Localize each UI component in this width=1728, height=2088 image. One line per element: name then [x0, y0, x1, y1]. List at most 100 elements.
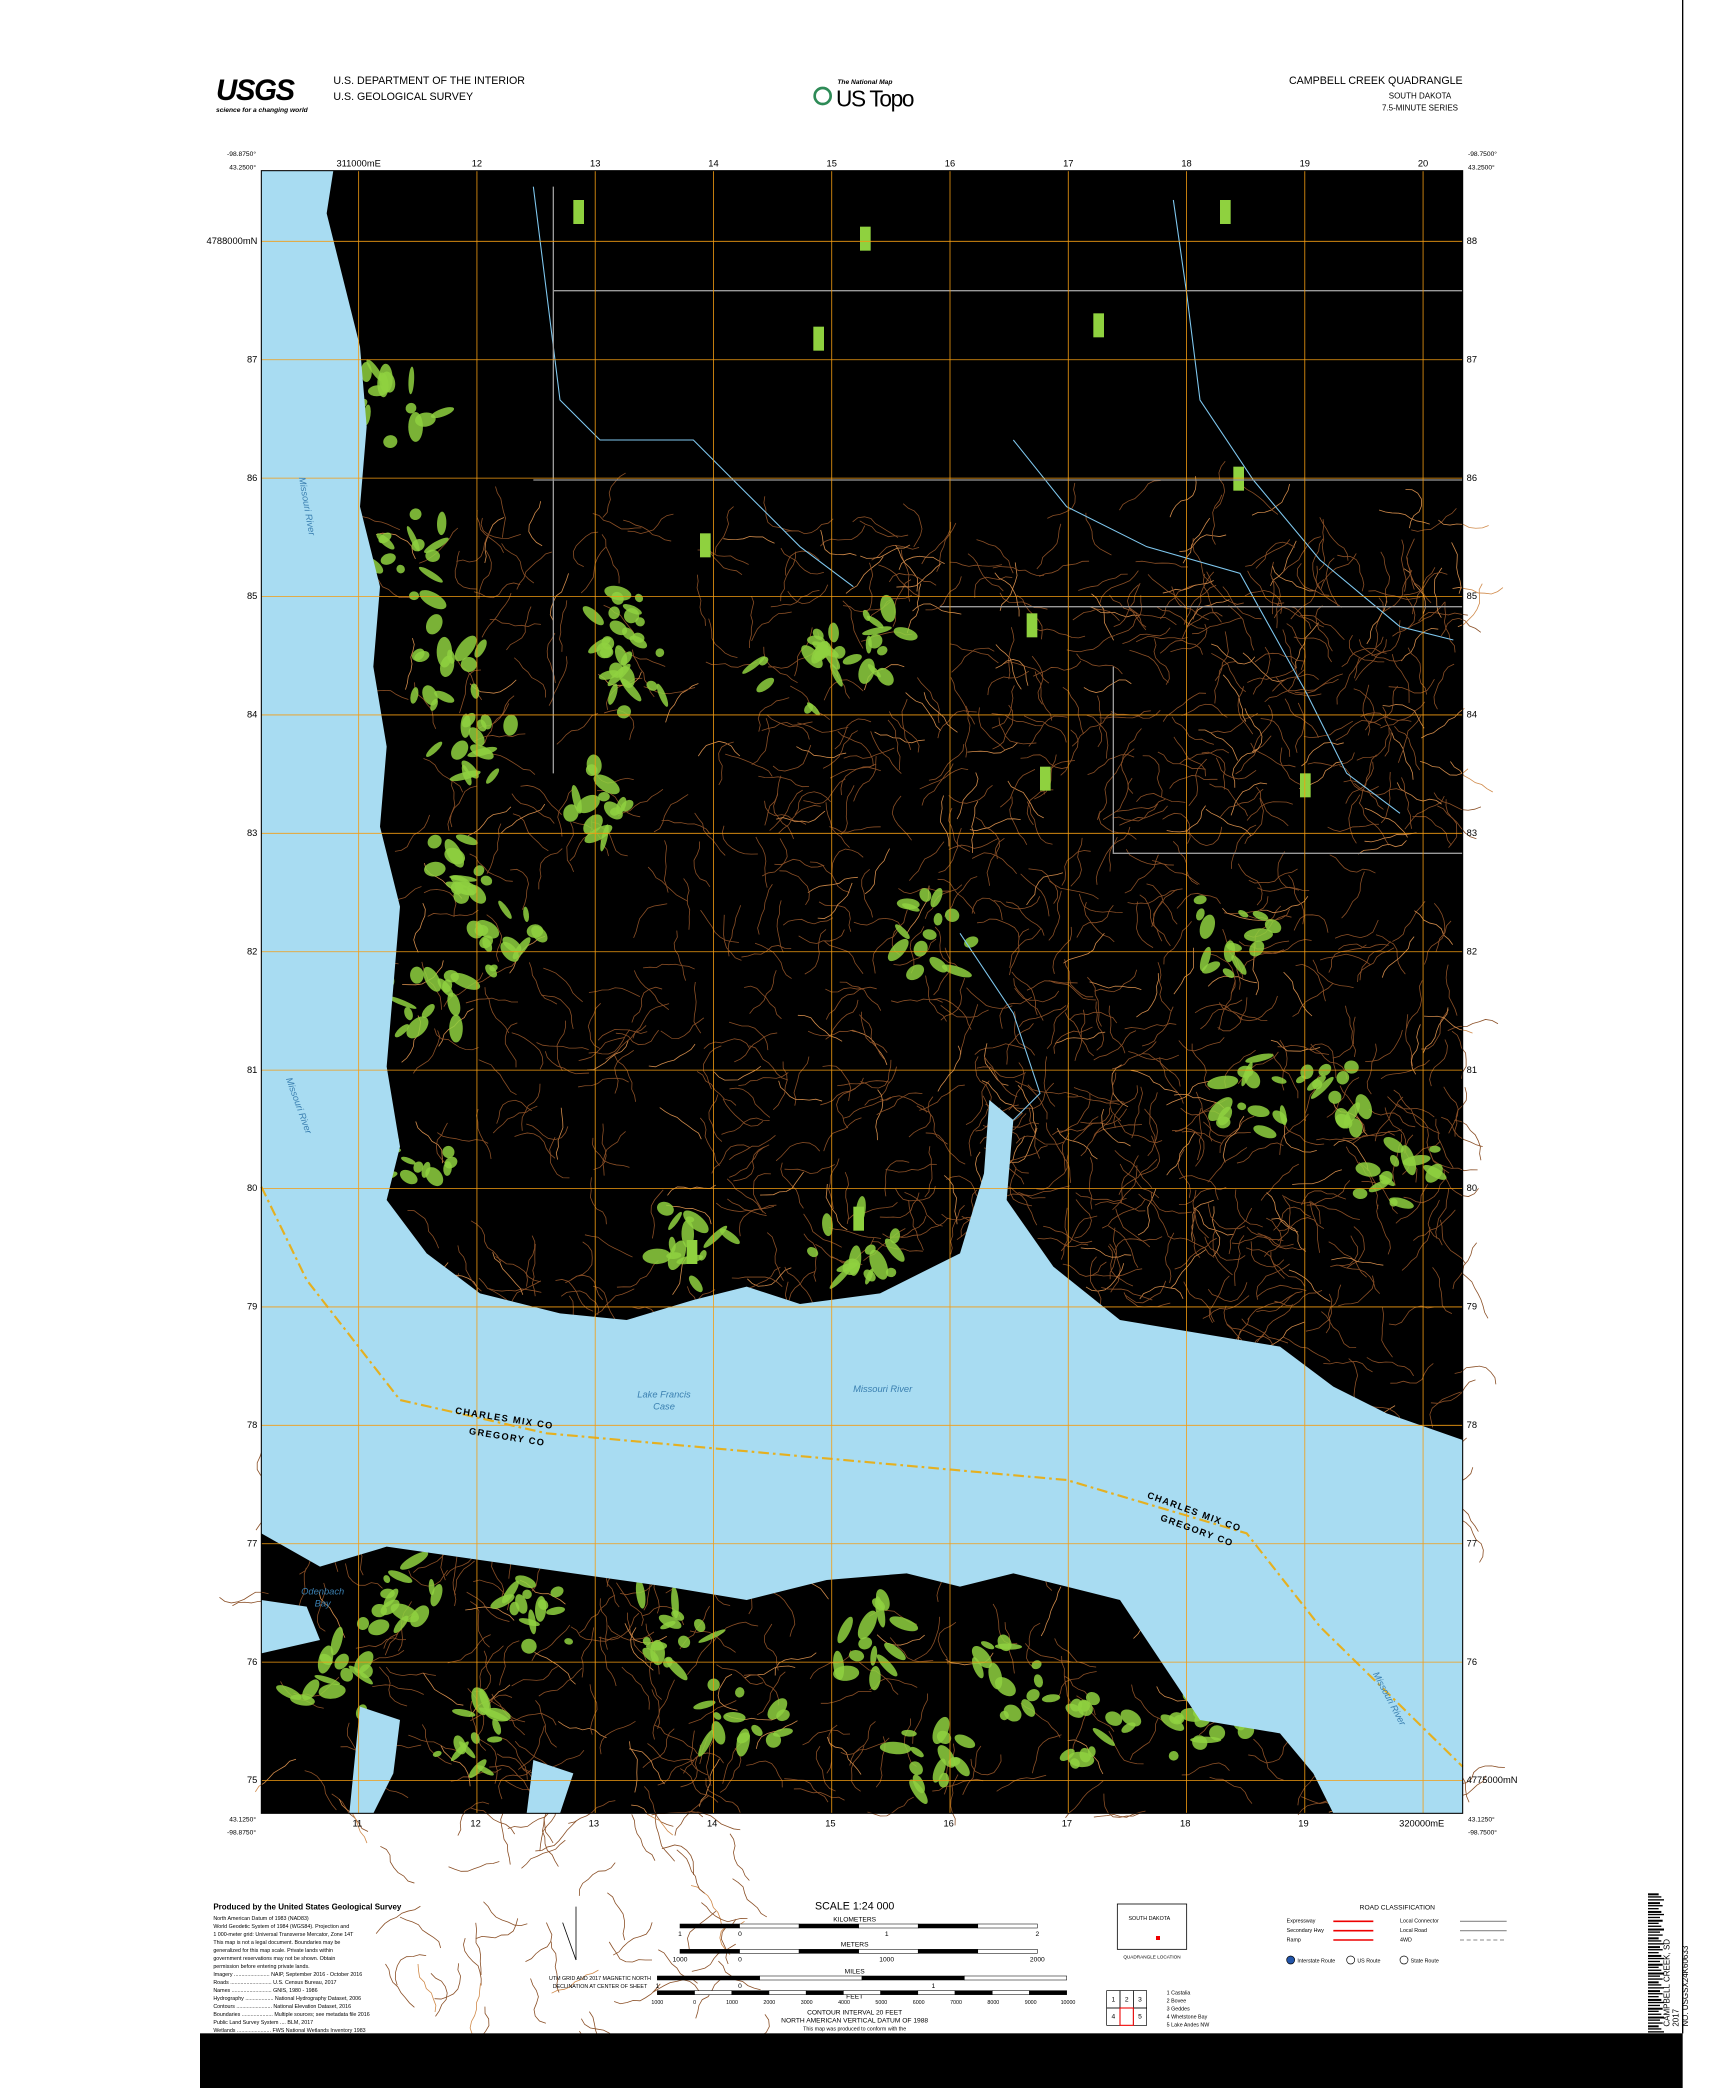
contour-line — [840, 1737, 890, 1756]
contour-line — [780, 551, 797, 602]
contour-line — [1085, 1263, 1125, 1292]
contour-line — [399, 1916, 442, 1949]
northing-label: 76 — [1467, 1657, 1477, 1667]
footer-text: SCALE 1:24 000 — [815, 1900, 894, 1912]
contour-line — [487, 752, 536, 775]
contour-line — [803, 1213, 842, 1248]
contour-line — [492, 1252, 524, 1295]
vegetation-patch — [1168, 1751, 1179, 1761]
contour-line — [1393, 1089, 1428, 1129]
contour-line — [538, 1667, 583, 1697]
contour-line — [486, 914, 503, 962]
vegetation-patch — [537, 1599, 549, 1610]
contour-line — [1371, 620, 1401, 656]
contour-line — [1405, 1014, 1414, 1067]
contour-line — [999, 562, 1018, 611]
contour-line — [1125, 848, 1174, 866]
contour-line — [815, 1746, 836, 1792]
contour-line — [694, 812, 726, 856]
footer-text: CONTOUR INTERVAL 20 FEET — [807, 2010, 902, 2017]
contour-line — [888, 711, 920, 753]
contour-line — [960, 1004, 979, 1055]
contour-line — [666, 1204, 712, 1225]
contour-line — [773, 1592, 796, 1637]
contour-line — [782, 917, 834, 926]
footer-text: Names ........................... GNIS, … — [213, 1988, 317, 1994]
contour-line — [991, 685, 1015, 729]
barcode-bar — [1648, 2063, 1660, 2065]
contour-line — [895, 544, 919, 592]
scale-bar-segment — [954, 1990, 993, 1995]
vegetation-patch — [474, 639, 487, 658]
contour-line — [843, 747, 895, 759]
contour-line — [316, 1582, 327, 1632]
vegetation-patch — [1429, 1145, 1441, 1153]
barcode-bar — [1648, 1946, 1660, 1949]
vegetation-patch — [1026, 1689, 1040, 1702]
contour-line — [1064, 959, 1094, 998]
contour-line — [525, 1922, 553, 1962]
easting-label: 18 — [1181, 159, 1191, 169]
footer-text: 4 Whetstone Bay — [1167, 2015, 1208, 2021]
vegetation-patch — [1348, 1118, 1363, 1138]
contour-line — [1136, 793, 1186, 803]
contour-line — [1112, 1041, 1157, 1070]
contour-line — [1191, 1207, 1201, 1258]
contour-line — [1272, 673, 1319, 692]
contour-line — [651, 1689, 660, 1740]
contour-line — [1142, 755, 1163, 797]
contour-line — [834, 718, 872, 750]
footer-text: Contours ........................ Nation… — [213, 2004, 351, 2010]
vegetation-patch — [954, 1734, 976, 1749]
vegetation-patch — [509, 1601, 520, 1616]
easting-label: 19 — [1300, 159, 1310, 169]
contour-line — [766, 1232, 784, 1281]
barcode-bar — [1648, 1966, 1659, 1968]
contour-line — [754, 942, 792, 979]
contour-line — [506, 606, 532, 651]
quad-cell — [1119, 2007, 1134, 2026]
contour-line — [699, 1117, 720, 1166]
contour-line — [691, 1811, 741, 1831]
contour-line — [708, 618, 738, 658]
barcode-bar — [1648, 1943, 1664, 1945]
contour-line — [987, 670, 1030, 696]
contour-line — [1256, 1291, 1303, 1313]
contour-line — [1245, 539, 1291, 567]
barcode-bar — [1648, 2019, 1660, 2021]
contour-line — [977, 918, 1020, 940]
contour-line — [787, 584, 829, 605]
contour-line — [613, 1922, 653, 1956]
contour-line — [1380, 771, 1392, 824]
vegetation-patch — [922, 929, 937, 940]
contour-line — [1248, 868, 1298, 884]
contour-line — [1433, 792, 1482, 811]
footer-text: UTM GRID AND 2017 MAGNETIC NORTH — [549, 1976, 651, 1982]
contour-line — [1211, 1206, 1221, 1257]
vegetation-patch — [895, 924, 910, 940]
vegetation-patch — [1196, 908, 1205, 921]
contour-line — [1159, 639, 1203, 655]
vegetation-patch — [449, 1014, 463, 1043]
vegetation-patch — [1355, 1094, 1373, 1120]
barcode-bar — [1648, 2045, 1664, 2048]
easting-label: 18 — [1180, 1819, 1190, 1829]
vegetation-patch — [693, 1700, 716, 1710]
vegetation-patch — [906, 964, 925, 981]
contour-line — [1214, 631, 1229, 682]
contour-line — [1219, 1115, 1255, 1153]
contour-line — [1236, 1142, 1284, 1164]
product-kicker: The National Map — [837, 79, 892, 86]
northing-label: 83 — [247, 828, 257, 838]
barcode-bar — [1648, 1969, 1662, 1971]
contour-line — [630, 1627, 654, 1671]
vegetation-patch — [406, 526, 420, 552]
contour-line — [385, 1963, 415, 2008]
vegetation-patch — [596, 642, 612, 659]
contour-line — [1089, 1256, 1102, 1306]
contour-line — [1323, 1360, 1373, 1373]
vegetation-patch — [1105, 1711, 1123, 1726]
contour-line — [1403, 571, 1448, 596]
vegetation-patch — [884, 1238, 905, 1262]
vegetation-patch — [723, 1712, 746, 1723]
